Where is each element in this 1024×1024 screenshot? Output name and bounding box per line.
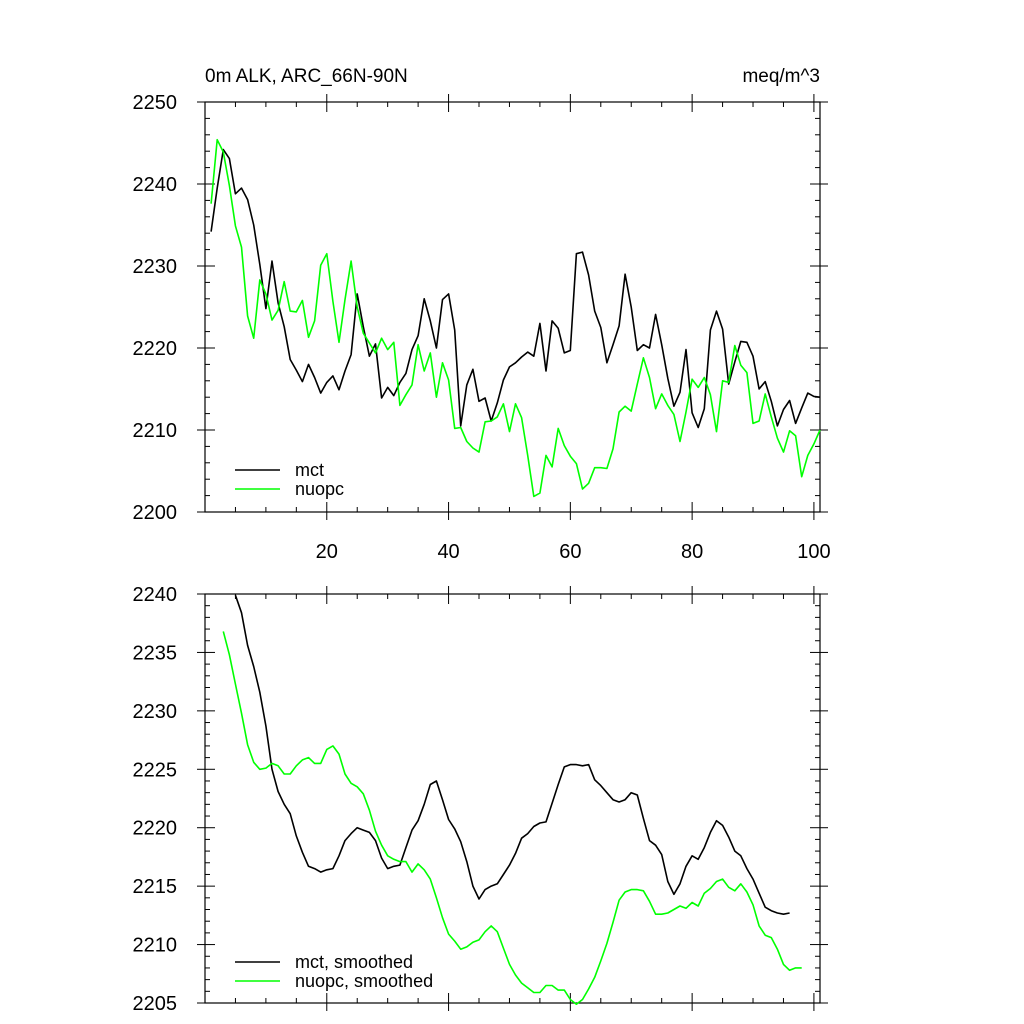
plot-frame — [204, 101, 821, 513]
y-tick-label: 2235 — [133, 642, 178, 664]
y-tick-label: 2205 — [133, 993, 178, 1015]
y-tick-label: 2230 — [133, 701, 178, 723]
series-line-nuopc-smoothed — [222, 631, 802, 1005]
legend-label: nuopc — [295, 479, 344, 499]
legend-label: nuopc, smoothed — [295, 971, 433, 991]
series-line-nuopc — [210, 138, 821, 498]
y-tick-label: 2220 — [133, 338, 178, 360]
plot-frame — [204, 593, 821, 1004]
top-panel: 20 40 60 80 100 2200 2210 2220 2230 2240 2250 mctnu… — [133, 92, 831, 563]
y-tick-label: 2240 — [133, 174, 178, 196]
series-line-mct-smoothed — [234, 594, 790, 915]
y-tick-label: 2230 — [133, 256, 178, 278]
y-tick-label: 2225 — [133, 759, 178, 781]
x-tick-label: 40 — [437, 541, 459, 563]
y-tick-label: 2250 — [133, 92, 178, 114]
series-line-mct — [210, 148, 821, 429]
units-label: meq/m^3 — [742, 66, 820, 87]
legend-label: mct, smoothed — [295, 952, 413, 972]
y-tick-label: 2240 — [133, 584, 178, 606]
y-tick-label: 2210 — [133, 420, 178, 442]
y-tick-label: 2200 — [133, 502, 178, 524]
x-tick-label: 80 — [681, 541, 703, 563]
y-tick-label: 2210 — [133, 935, 178, 957]
x-tick-label: 100 — [797, 541, 830, 563]
x-tick-label: 60 — [559, 541, 581, 563]
chart-title: 0m ALK, ARC_66N-90N — [205, 66, 408, 87]
x-tick-label: 20 — [316, 541, 338, 563]
y-tick-label: 2220 — [133, 818, 178, 840]
legend-label: mct — [295, 460, 324, 480]
bottom-panel: 2205 2210 2215 2220 2225 2230 2235 2240 mct, smo… — [133, 584, 828, 1015]
y-tick-label: 2215 — [133, 876, 178, 898]
